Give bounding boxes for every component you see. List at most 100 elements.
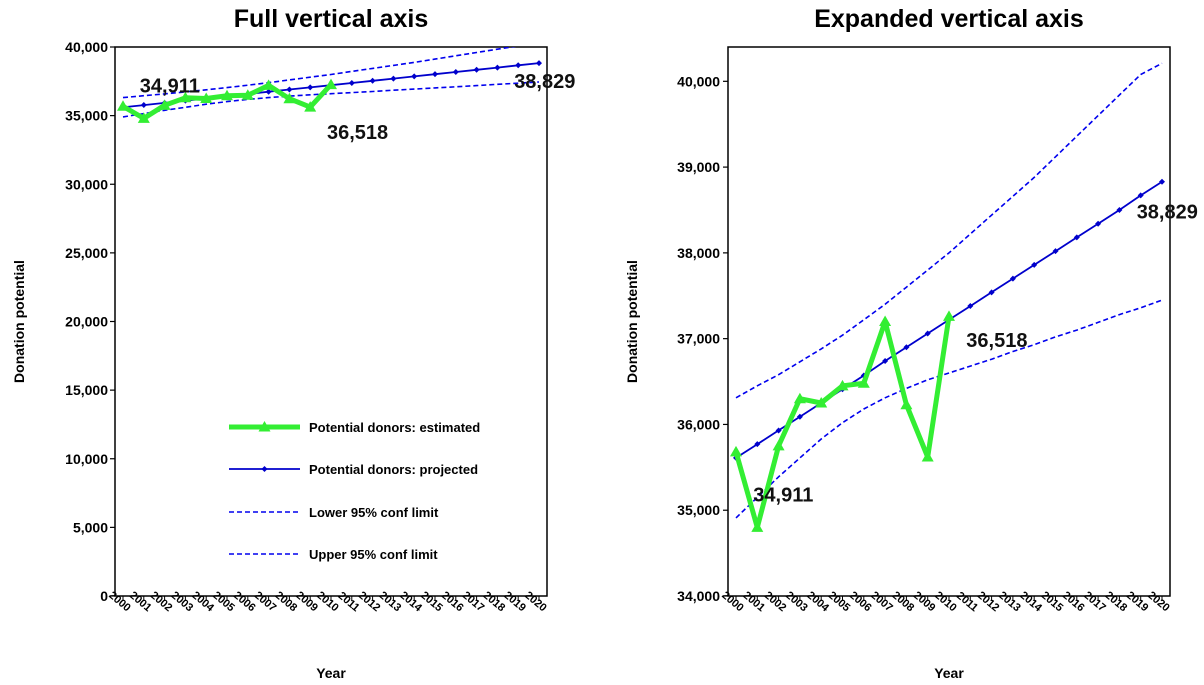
x-tick-label: 2011 xyxy=(954,590,980,615)
point-potential-donors-projected-2020 xyxy=(536,60,542,67)
point-potential-donors-estimated-2001 xyxy=(751,521,764,532)
y-tick-label: 10,000 xyxy=(65,451,108,467)
x-tick-label: 2016 xyxy=(1060,589,1086,614)
point-potential-donors-estimated-2002 xyxy=(158,99,171,110)
point-potential-donors-estimated-2007 xyxy=(262,79,275,90)
point-potential-donors-estimated-2004 xyxy=(815,396,828,408)
x-tick-label: 2020 xyxy=(1145,589,1171,614)
point-potential-donors-estimated-2001 xyxy=(137,112,150,123)
legend-label-upper-95-conf-limit: Upper 95% conf limit xyxy=(309,547,438,562)
point-potential-donors-projected-2009 xyxy=(924,330,931,337)
y-tick-label: 40,000 xyxy=(677,73,720,89)
chart-title: Expanded vertical axis xyxy=(814,5,1084,33)
chart-panel-1: Full vertical axis 0 5,000 10,000 15,000 20,0… xyxy=(11,5,575,681)
x-tick-label: 2017 xyxy=(1081,589,1107,614)
point-potential-donors-projected-2018 xyxy=(494,64,501,71)
y-tick-label: 25,000 xyxy=(65,245,108,261)
series-line-upper-95-conf-limit xyxy=(735,62,1163,399)
chart-panel-2: Expanded vertical axis 34,000 35,000 36,000… xyxy=(624,5,1198,681)
x-tick-label: 2018 xyxy=(1103,589,1129,614)
x-tick-label: 2003 xyxy=(169,589,195,614)
y-tick-label: 37,000 xyxy=(677,331,720,347)
point-potential-donors-estimated-2007 xyxy=(879,315,892,326)
x-tick-label: 2019 xyxy=(1124,589,1150,614)
y-tick-label: 0 xyxy=(100,588,108,604)
point-potential-donors-estimated-2010 xyxy=(943,310,955,321)
x-tick-label: 2008 xyxy=(890,589,916,614)
y-tick-label: 20,000 xyxy=(65,314,108,330)
y-tick-label: 15,000 xyxy=(65,382,108,398)
x-tick-label: 2006 xyxy=(231,589,257,614)
series-line-lower-95-conf-limit xyxy=(735,299,1163,519)
x-tick-label: 2014 xyxy=(398,589,425,614)
data-annotation-1: 34,911 xyxy=(753,485,813,507)
y-tick-label: 34,000 xyxy=(677,588,720,604)
x-tick-label: 2014 xyxy=(1018,589,1045,614)
point-potential-donors-projected-2001 xyxy=(754,441,761,448)
y-tick-label: 36,000 xyxy=(677,416,720,432)
x-tick-label: 2016 xyxy=(439,589,465,614)
point-potential-donors-estimated-2003 xyxy=(793,392,806,404)
point-potential-donors-projected-2019 xyxy=(1137,192,1144,199)
data-annotation-3: 38,829 xyxy=(514,71,575,93)
point-potential-donors-estimated-2009 xyxy=(304,101,317,112)
y-axis-title: Donation potential xyxy=(11,260,27,383)
x-tick-label: 2005 xyxy=(210,589,236,614)
point-potential-donors-projected-2013 xyxy=(390,75,397,82)
series-line-upper-95-conf-limit xyxy=(122,47,517,99)
plot-area xyxy=(730,62,1165,532)
x-tick-label: 2004 xyxy=(805,589,832,614)
point-potential-donors-estimated-2003 xyxy=(179,91,192,103)
x-tick-label: 2015 xyxy=(1039,589,1065,614)
point-potential-donors-projected-2019 xyxy=(515,62,522,69)
x-tick-label: 2000 xyxy=(719,589,745,614)
plot-area xyxy=(117,47,542,123)
x-tick-label: 2007 xyxy=(868,589,894,614)
point-potential-donors-projected-2013 xyxy=(1009,275,1016,282)
legend-marker-potential-donors-estimated xyxy=(258,421,271,432)
y-tick-label: 38,000 xyxy=(677,245,720,261)
y-tick-label: 35,000 xyxy=(65,108,108,124)
x-tick-label: 2001 xyxy=(741,589,767,614)
point-potential-donors-estimated-2002 xyxy=(772,439,785,451)
x-tick-label: 2001 xyxy=(127,589,153,614)
x-axis-title: Year xyxy=(934,665,964,681)
point-potential-donors-projected-2017 xyxy=(1095,220,1102,227)
x-tick-label: 2012 xyxy=(975,589,1001,614)
point-potential-donors-estimated-2009 xyxy=(921,451,934,462)
x-tick-label: 2018 xyxy=(481,589,507,614)
y-tick-label: 35,000 xyxy=(677,502,720,518)
x-axis-title: Year xyxy=(316,665,346,681)
point-potential-donors-projected-2016 xyxy=(1073,234,1080,241)
legend: Potential donors: estimated Potential don… xyxy=(229,420,480,562)
point-potential-donors-projected-2020 xyxy=(1159,178,1165,185)
data-annotation-2: 36,518 xyxy=(966,330,1027,352)
data-annotation-3: 38,829 xyxy=(1137,202,1198,224)
point-potential-donors-projected-2003 xyxy=(796,413,803,420)
x-tick-label: 2010 xyxy=(932,589,958,614)
point-potential-donors-estimated-2006 xyxy=(857,377,870,388)
x-tick-label: 2005 xyxy=(826,589,852,614)
point-potential-donors-projected-2002 xyxy=(775,427,782,434)
point-potential-donors-projected-2014 xyxy=(411,73,418,80)
point-potential-donors-projected-2011 xyxy=(348,79,355,86)
x-tick-label: 2007 xyxy=(252,589,278,614)
x-tick-label: 2013 xyxy=(996,589,1022,614)
point-potential-donors-estimated-2008 xyxy=(900,398,913,410)
x-tick-label: 2002 xyxy=(762,589,788,614)
point-potential-donors-estimated-2008 xyxy=(283,92,296,104)
point-potential-donors-estimated-2010 xyxy=(325,78,337,90)
point-potential-donors-estimated-2000 xyxy=(117,100,129,111)
x-tick-label: 2013 xyxy=(377,589,403,614)
point-potential-donors-estimated-2005 xyxy=(836,379,849,391)
point-potential-donors-projected-2011 xyxy=(967,303,974,310)
point-potential-donors-projected-2017 xyxy=(473,66,480,73)
x-tick-label: 2009 xyxy=(911,589,937,614)
x-tick-label: 2000 xyxy=(106,589,132,614)
x-tick-label: 2008 xyxy=(273,589,299,614)
point-potential-donors-projected-2008 xyxy=(286,86,293,93)
legend-label-potential-donors-estimated: Potential donors: estimated xyxy=(309,420,480,435)
y-axis-title: Donation potential xyxy=(624,260,640,383)
point-potential-donors-estimated-2006 xyxy=(241,89,254,100)
y-tick-label: 30,000 xyxy=(65,176,108,192)
